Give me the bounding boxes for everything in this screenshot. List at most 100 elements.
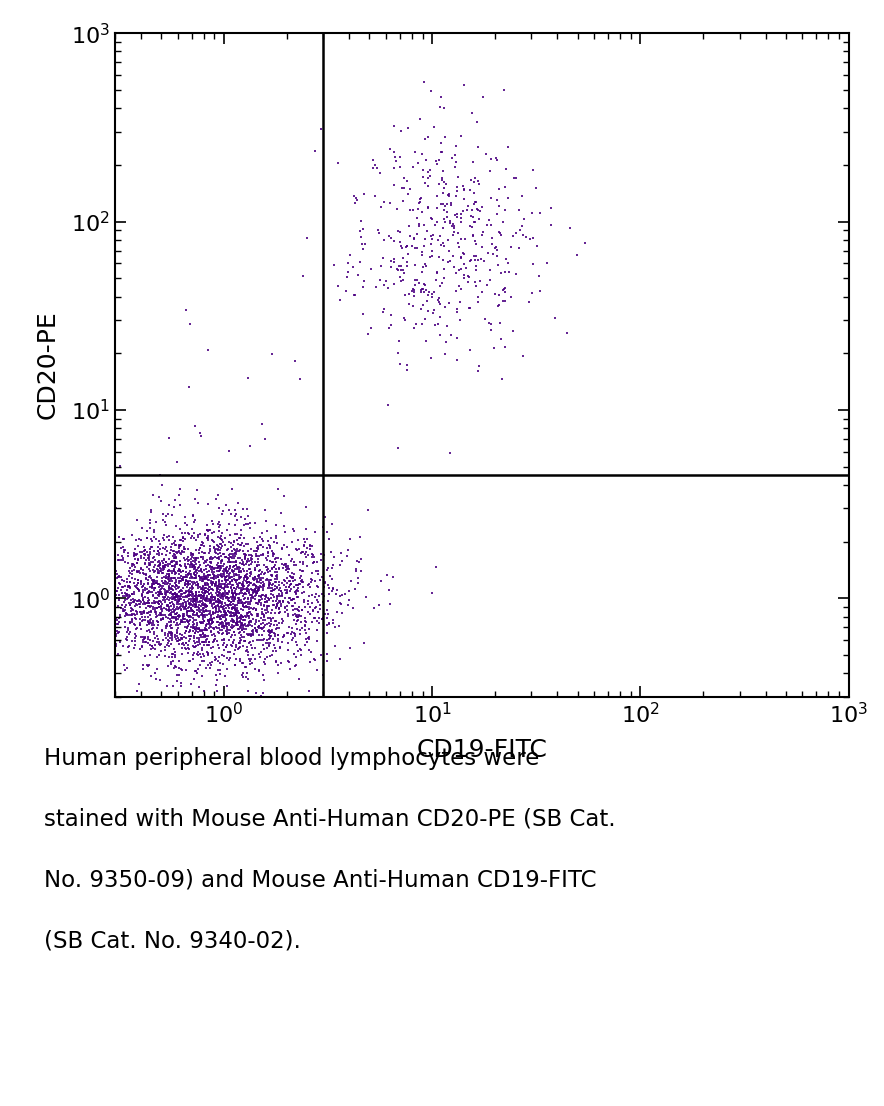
Point	[210, 583, 225, 601]
Point	[217, 555, 232, 573]
Point	[182, 615, 196, 633]
Point	[243, 612, 257, 629]
Point	[168, 556, 182, 574]
Point	[177, 550, 191, 567]
Point	[196, 578, 210, 596]
Point	[276, 592, 290, 609]
Point	[176, 529, 190, 546]
Point	[165, 591, 179, 608]
Point	[158, 617, 172, 635]
Point	[225, 614, 240, 632]
Point	[187, 508, 201, 525]
Point	[196, 576, 210, 594]
Point	[222, 570, 236, 587]
Point	[164, 625, 179, 643]
Point	[189, 566, 203, 584]
Point	[144, 597, 158, 615]
Point	[243, 593, 257, 611]
Point	[238, 567, 252, 585]
Point	[292, 580, 306, 597]
Point	[264, 580, 278, 597]
Point	[217, 634, 231, 651]
Point	[282, 594, 296, 612]
Point	[303, 654, 317, 671]
Point	[317, 587, 332, 605]
Point	[172, 568, 187, 586]
Point	[197, 554, 211, 572]
Point	[195, 584, 210, 602]
Point	[219, 576, 233, 594]
Point	[270, 651, 284, 669]
Point	[391, 261, 405, 279]
Point	[361, 325, 375, 343]
Point	[284, 575, 298, 593]
Point	[179, 606, 194, 624]
Point	[184, 599, 198, 617]
Point	[402, 285, 416, 303]
Point	[278, 598, 293, 616]
Point	[244, 637, 258, 655]
Point	[238, 611, 252, 628]
Point	[252, 547, 266, 565]
Point	[255, 667, 270, 685]
Point	[171, 666, 186, 684]
Point	[513, 201, 527, 219]
Point	[172, 630, 187, 648]
Point	[155, 568, 169, 586]
Point	[110, 645, 125, 662]
Point	[381, 396, 395, 414]
Point	[242, 576, 256, 594]
Point	[122, 577, 136, 595]
Point	[210, 541, 224, 559]
Point	[469, 192, 483, 210]
Point	[158, 559, 172, 576]
Point	[180, 617, 194, 635]
Point	[445, 195, 459, 212]
Point	[225, 604, 240, 622]
Point	[130, 554, 144, 572]
Point	[131, 581, 145, 598]
Point	[331, 604, 345, 622]
Point	[283, 572, 297, 589]
Point	[260, 540, 274, 557]
Point	[408, 275, 423, 293]
Point	[155, 593, 169, 611]
Point	[290, 576, 304, 594]
Point	[190, 645, 204, 662]
Point	[216, 589, 230, 607]
Point	[453, 293, 468, 311]
Point	[254, 644, 268, 661]
Point	[142, 556, 156, 574]
Point	[126, 602, 140, 619]
Point	[229, 602, 243, 619]
Point	[206, 568, 220, 586]
Point	[397, 264, 411, 282]
Point	[189, 562, 203, 580]
Point	[297, 538, 311, 555]
Point	[187, 618, 202, 636]
Point	[214, 528, 228, 545]
Point	[210, 556, 225, 574]
Point	[178, 584, 192, 602]
Point	[202, 585, 216, 603]
Point	[204, 585, 218, 603]
Point	[213, 592, 227, 609]
Point	[165, 577, 179, 595]
Point	[461, 198, 476, 216]
Point	[452, 278, 466, 295]
Point	[228, 599, 242, 617]
Point	[233, 624, 248, 641]
Point	[415, 281, 430, 299]
Point	[156, 578, 170, 596]
Point	[161, 555, 175, 573]
Point	[242, 567, 256, 585]
Point	[259, 586, 273, 604]
Point	[226, 607, 240, 625]
Point	[208, 543, 222, 561]
Point	[129, 605, 143, 623]
Point	[246, 601, 260, 618]
Point	[207, 609, 221, 627]
Point	[174, 567, 188, 585]
Point	[234, 521, 248, 539]
Point	[196, 565, 210, 583]
